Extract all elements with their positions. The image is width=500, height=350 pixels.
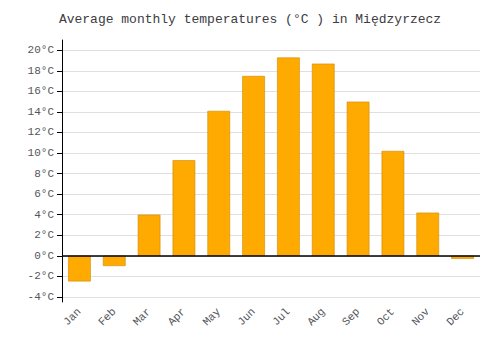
- svg-text:Apr: Apr: [166, 306, 188, 328]
- svg-text:6°C: 6°C: [34, 188, 54, 200]
- svg-text:Sep: Sep: [340, 306, 362, 328]
- svg-text:Average monthly temperatures (: Average monthly temperatures (°C ) in Mi…: [59, 12, 441, 27]
- svg-text:Oct: Oct: [375, 306, 397, 328]
- svg-text:Nov: Nov: [410, 305, 433, 328]
- svg-text:4°C: 4°C: [34, 209, 54, 221]
- svg-text:Aug: Aug: [305, 306, 327, 328]
- svg-text:Feb: Feb: [96, 306, 118, 328]
- svg-text:May: May: [201, 305, 224, 328]
- svg-text:-4°C: -4°C: [28, 291, 55, 303]
- svg-text:20°C: 20°C: [28, 44, 55, 56]
- svg-text:2°C: 2°C: [34, 229, 54, 241]
- svg-text:Dec: Dec: [444, 306, 466, 328]
- svg-text:Jun: Jun: [235, 306, 257, 328]
- svg-text:-2°C: -2°C: [28, 270, 55, 282]
- svg-text:Jul: Jul: [270, 306, 292, 328]
- svg-text:14°C: 14°C: [28, 106, 55, 118]
- svg-text:16°C: 16°C: [28, 85, 55, 97]
- svg-text:0°C: 0°C: [34, 250, 54, 262]
- svg-text:8°C: 8°C: [34, 168, 54, 180]
- svg-text:10°C: 10°C: [28, 147, 55, 159]
- svg-text:Jan: Jan: [61, 306, 83, 328]
- svg-text:18°C: 18°C: [28, 65, 55, 77]
- svg-text:12°C: 12°C: [28, 126, 55, 138]
- svg-text:Mar: Mar: [131, 306, 153, 328]
